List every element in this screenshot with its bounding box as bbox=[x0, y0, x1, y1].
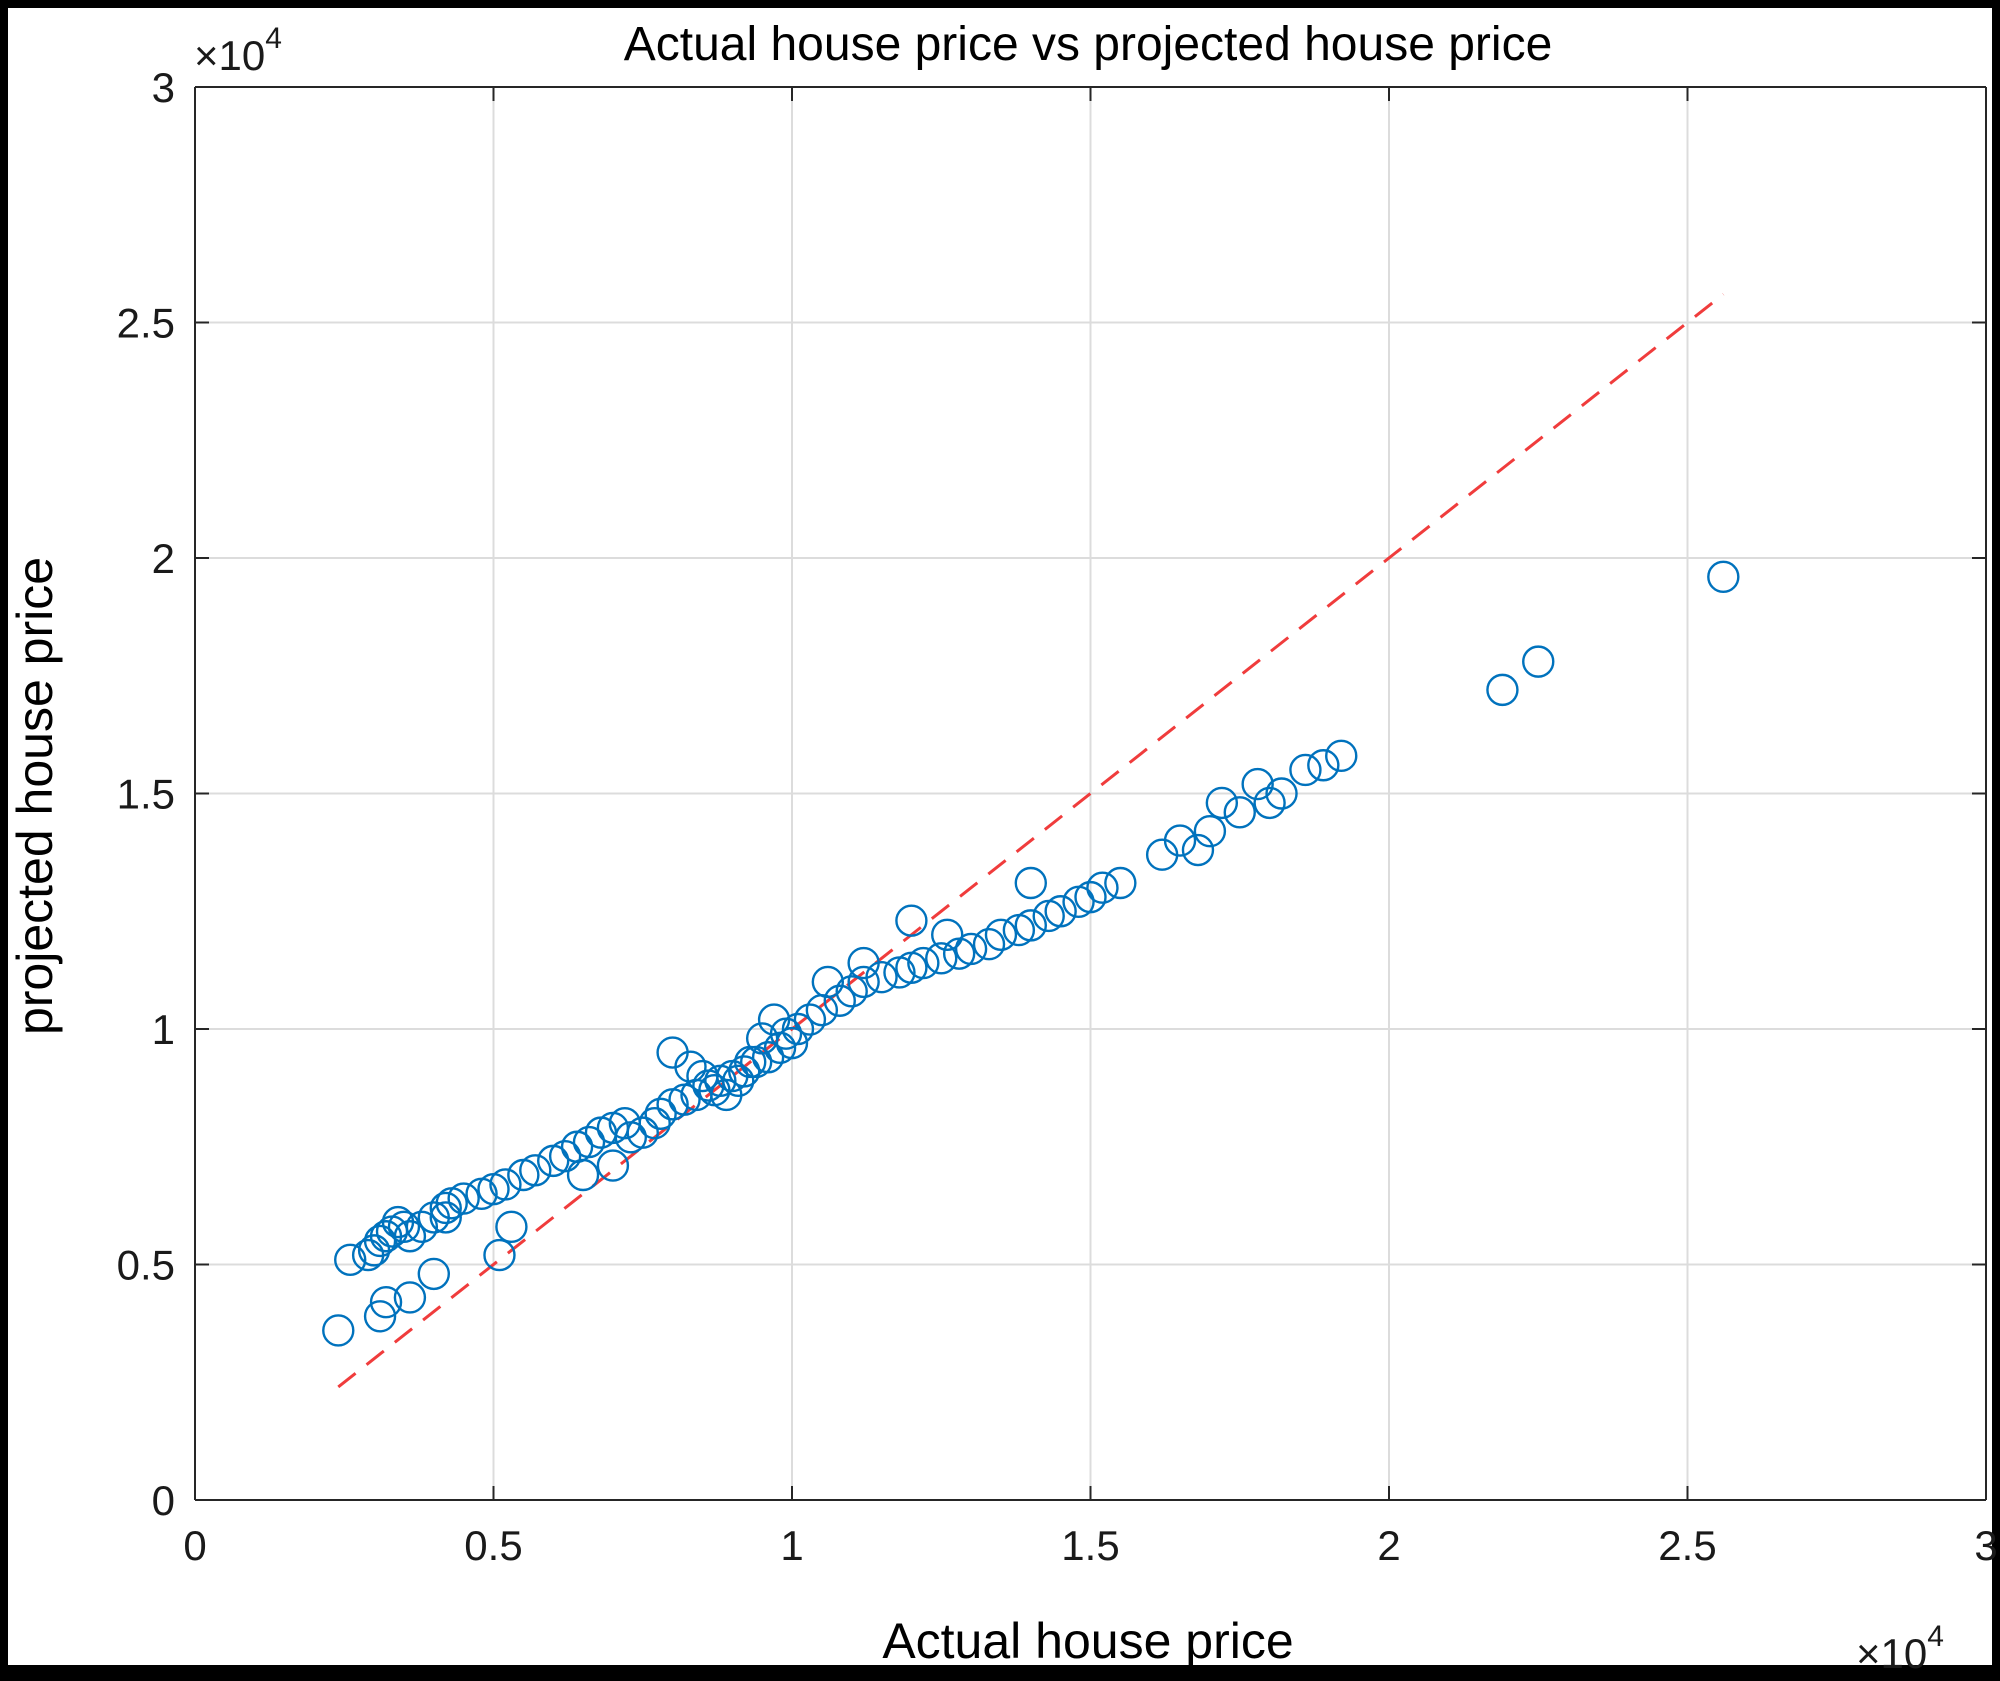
scatter-point bbox=[781, 1012, 815, 1046]
scatter-point bbox=[847, 946, 880, 980]
scatter-point bbox=[954, 932, 988, 966]
x-tick-label: 2.5 bbox=[1658, 1522, 1716, 1569]
scatter-point bbox=[1223, 796, 1256, 829]
scatter-point bbox=[907, 946, 940, 980]
scatter-point bbox=[1074, 880, 1107, 914]
scatter-point bbox=[369, 1285, 403, 1319]
scatter-point bbox=[972, 928, 1006, 961]
y-tick-label: 0.5 bbox=[117, 1242, 175, 1289]
scatter-point bbox=[566, 1158, 600, 1192]
scatter-point bbox=[1014, 866, 1047, 900]
x-axis-label: Actual house price bbox=[882, 1613, 1293, 1669]
x-tick-label: 2 bbox=[1377, 1522, 1400, 1569]
chart-title: Actual house price vs projected house pr… bbox=[624, 18, 1553, 71]
scatter-point bbox=[548, 1139, 582, 1173]
scatter-point bbox=[1205, 786, 1239, 820]
y-axis-label: projected house price bbox=[8, 557, 63, 1035]
scatter-point bbox=[1707, 560, 1740, 594]
y-axis-exponent: ×104 bbox=[194, 22, 282, 79]
scatter-point bbox=[1486, 673, 1519, 707]
scatter-point bbox=[489, 1168, 522, 1201]
scatter-point bbox=[519, 1154, 552, 1187]
scatter-point bbox=[823, 984, 856, 1017]
x-axis-exponent: ×104 bbox=[1856, 1620, 1944, 1677]
scatter-point bbox=[495, 1210, 528, 1244]
reference-line bbox=[337, 293, 1725, 1389]
scatter-point bbox=[638, 1106, 671, 1140]
y-tick-label: 2 bbox=[152, 535, 175, 582]
scatter-point bbox=[393, 1281, 427, 1314]
scatter-point bbox=[1253, 786, 1286, 820]
y-tick-label: 2.5 bbox=[117, 300, 175, 347]
y-tick-label: 3 bbox=[152, 64, 175, 111]
scatter-chart: 0 0.5 1 1.5 2 2.5 3 0 0.5 1 1.5 2 2.5 3 Actual house … bbox=[8, 18, 1998, 1677]
scatter-point bbox=[793, 1003, 827, 1036]
scatter-point bbox=[984, 918, 1018, 951]
scatter-point bbox=[405, 1210, 439, 1244]
scatter-point bbox=[1325, 739, 1358, 773]
reference-line-layer bbox=[337, 293, 1725, 1389]
x-exponent-base: ×10 bbox=[1856, 1630, 1927, 1677]
scatter-point bbox=[1193, 814, 1227, 848]
scatter-point bbox=[626, 1116, 659, 1149]
chart-text: Actual house price vs projected house pr… bbox=[8, 18, 1944, 1677]
x-tick-label: 1 bbox=[780, 1522, 803, 1569]
x-tick-label: 1.5 bbox=[1061, 1522, 1119, 1569]
scatter-point bbox=[745, 1022, 779, 1055]
scatter-point bbox=[1104, 866, 1137, 900]
scatter-point bbox=[847, 965, 880, 999]
scatter-point bbox=[1307, 749, 1340, 782]
scatter-point bbox=[387, 1210, 421, 1244]
scatter-points bbox=[322, 560, 1740, 1347]
scatter-point bbox=[1163, 824, 1197, 857]
scatter-point bbox=[1265, 777, 1298, 810]
scatter-point bbox=[722, 1064, 755, 1098]
scatter-point bbox=[334, 1243, 367, 1276]
axes: 0 0.5 1 1.5 2 2.5 3 0 0.5 1 1.5 2 2.5 3 bbox=[117, 64, 1998, 1569]
scatter-point bbox=[1241, 767, 1274, 801]
scatter-point bbox=[811, 965, 845, 999]
scatter-point bbox=[1044, 895, 1077, 928]
scatter-point bbox=[572, 1125, 606, 1159]
scatter-point bbox=[1181, 833, 1215, 867]
scatter-point bbox=[429, 1191, 462, 1225]
scatter-point bbox=[835, 975, 868, 1008]
scatter-point bbox=[429, 1201, 462, 1234]
scatter-point bbox=[925, 942, 958, 975]
scatter-point bbox=[728, 1055, 761, 1088]
y-tick-label: 1 bbox=[152, 1006, 175, 1053]
x-tick-label: 3 bbox=[1974, 1522, 1997, 1569]
scatter-point bbox=[895, 904, 928, 937]
scatter-point bbox=[447, 1182, 480, 1215]
scatter-point bbox=[1289, 753, 1322, 787]
scatter-point bbox=[322, 1314, 355, 1347]
scatter-point bbox=[1086, 871, 1119, 904]
y-exponent-power: 4 bbox=[265, 22, 282, 55]
x-tick-label: 0.5 bbox=[464, 1522, 522, 1569]
x-tick-label: 0 bbox=[183, 1522, 206, 1569]
scatter-point bbox=[1014, 909, 1047, 942]
scatter-point bbox=[644, 1097, 677, 1130]
scatter-point bbox=[674, 1050, 707, 1083]
scatter-point bbox=[417, 1257, 450, 1291]
x-exponent-power: 4 bbox=[1927, 1620, 1944, 1653]
scatter-point bbox=[393, 1220, 427, 1253]
scatter-point bbox=[751, 1041, 785, 1074]
y-tick-label: 0 bbox=[152, 1477, 175, 1524]
y-tick-label: 1.5 bbox=[117, 771, 175, 818]
y-exponent-base: ×10 bbox=[194, 32, 265, 79]
scatter-point bbox=[363, 1300, 397, 1333]
scatter-point bbox=[596, 1149, 630, 1182]
scatter-point bbox=[1522, 645, 1555, 678]
scatter-point bbox=[483, 1238, 516, 1272]
scatter-point bbox=[931, 918, 964, 951]
